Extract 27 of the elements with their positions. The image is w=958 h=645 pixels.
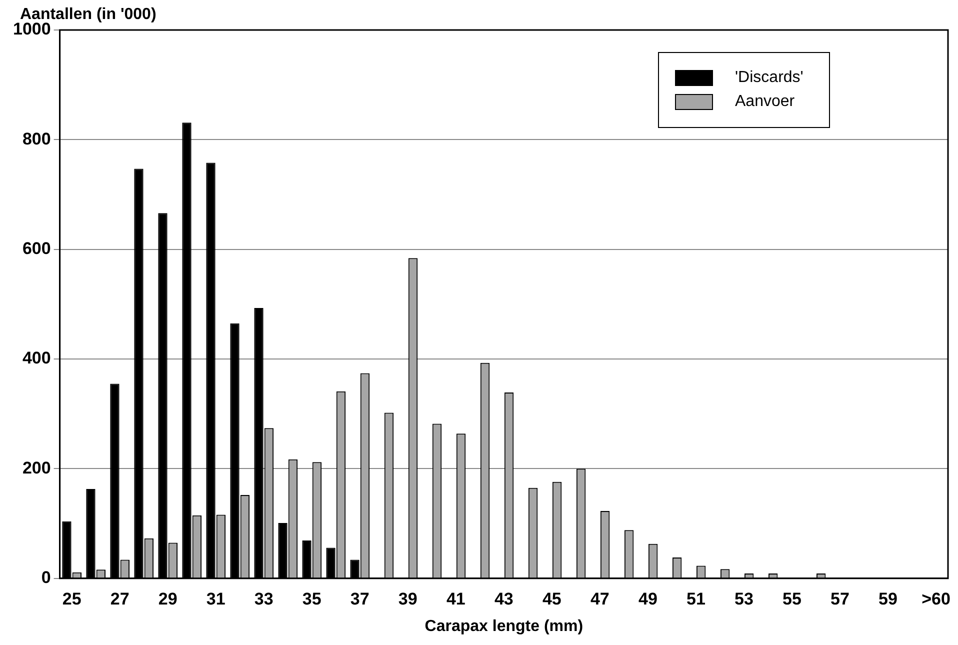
x-tick-label: 25	[62, 589, 82, 608]
x-tick-label: 31	[206, 589, 226, 608]
x-tick-label: 45	[542, 589, 562, 608]
x-tick-label: 49	[638, 589, 658, 608]
y-tick-label: 200	[22, 458, 51, 478]
x-tick-label: 41	[446, 589, 466, 608]
x-tick-label: >60	[922, 589, 950, 608]
y-tick-label: 800	[22, 129, 51, 148]
x-tick-label: 59	[878, 589, 898, 608]
y-tick-label: 400	[22, 348, 51, 368]
legend-label: 'Discards'	[735, 69, 804, 87]
x-tick-label: 57	[830, 589, 850, 608]
legend-label: Aanvoer	[735, 93, 795, 111]
x-tick-label: 35	[302, 589, 322, 608]
y-tick-label: 600	[22, 239, 51, 258]
x-tick-label: 37	[350, 589, 370, 608]
x-tick-label: 53	[734, 589, 754, 608]
x-tick-label: 33	[254, 589, 274, 608]
x-tick-label: 51	[686, 589, 706, 608]
x-tick-label: 55	[782, 589, 802, 608]
y-tick-label: 0	[41, 568, 51, 588]
x-tick-label: 27	[110, 589, 130, 608]
x-tick-label: 47	[590, 589, 610, 608]
x-tick-label: 29	[158, 589, 178, 608]
x-axis-title: Carapax lengte (mm)	[424, 618, 584, 635]
x-tick-label: 39	[398, 589, 418, 608]
x-tick-label: 43	[494, 589, 514, 608]
